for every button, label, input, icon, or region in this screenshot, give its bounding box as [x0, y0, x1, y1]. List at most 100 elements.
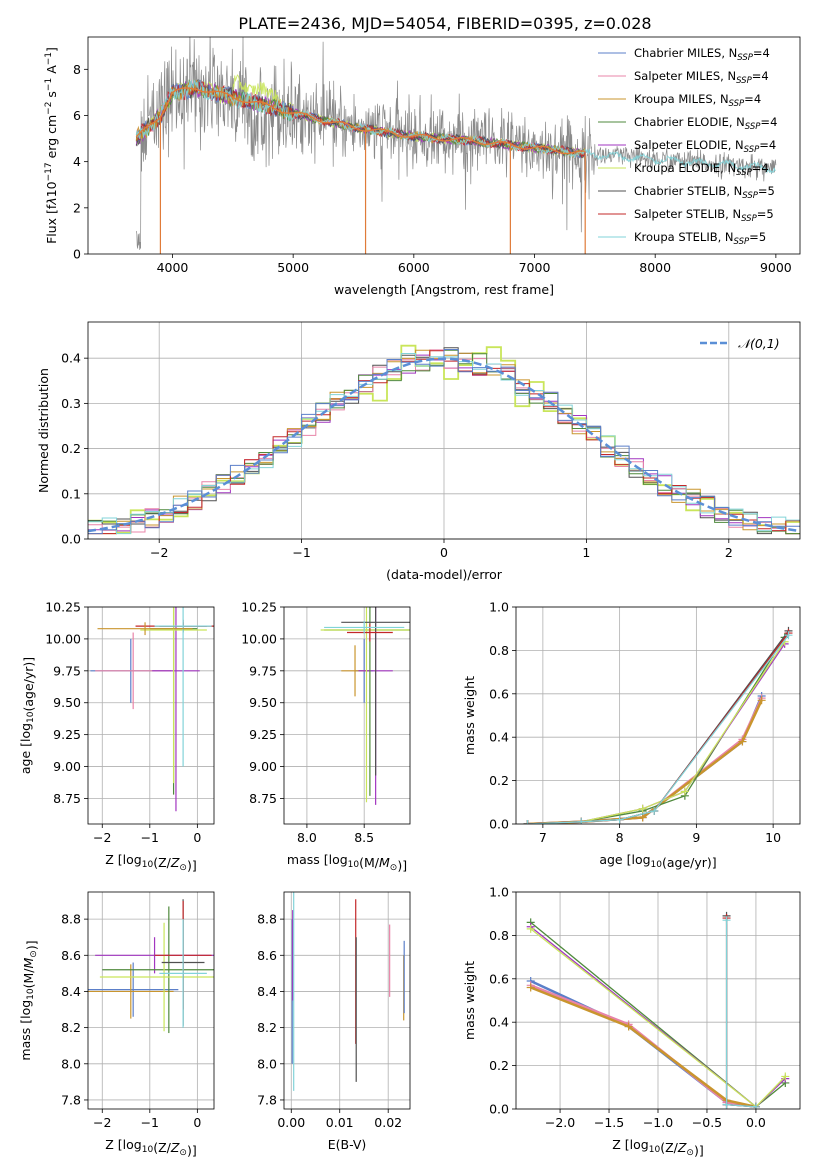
label-sub: ⊙ — [390, 863, 398, 873]
label-part: mass weight — [462, 676, 477, 755]
y-tick-label: 0.6 — [489, 971, 509, 986]
label-part: )] — [24, 940, 39, 950]
label-part: (age/yr)] — [21, 657, 36, 712]
y-tick-label: 0.4 — [489, 1015, 509, 1030]
label-part: log — [329, 852, 348, 867]
mass-weight-line — [530, 984, 757, 1109]
y-tick-label: 1.0 — [489, 885, 509, 900]
mass-weight-marker — [523, 820, 532, 824]
legend-sub: SSP — [736, 168, 752, 178]
label-part: )] — [694, 1143, 704, 1158]
legend-model: Salpeter ELODIE, N — [634, 138, 744, 152]
mass-weight-line — [725, 920, 756, 1108]
y-tick-label: 0.8 — [489, 643, 509, 658]
legend-model: Kroupa MILES, N — [634, 92, 729, 106]
x-tick-label: 5000 — [277, 260, 309, 275]
axes-frame — [87, 891, 215, 1110]
gaussian-curve — [88, 357, 800, 533]
axes-frame — [283, 891, 411, 1110]
x-axis-label: Z [log10(Z/Z⊙)] — [105, 1137, 196, 1158]
x-tick-label: 7000 — [519, 260, 551, 275]
plot-area — [320, 607, 410, 805]
label-part: )] — [397, 858, 407, 873]
label-part: log — [123, 1137, 142, 1152]
x-tick-label: 10 — [765, 830, 781, 845]
legend-nssp: 4 — [769, 138, 776, 152]
legend-label: Salpeter MILES, NSSP=4 — [634, 69, 769, 86]
x-axis-label: mass [log10(M/M⊙)] — [287, 852, 407, 873]
plot-area — [88, 899, 214, 1034]
x-tick-label: 8000 — [639, 260, 671, 275]
x-tick-label: −2.0 — [545, 1115, 575, 1130]
y-tick-label: 8.8 — [61, 912, 81, 927]
legend-model: Chabrier ELODIE, N — [634, 115, 745, 129]
axes-frame — [87, 321, 801, 540]
x-axis-label: (data-model)/error — [386, 567, 503, 582]
y-tick-label: 9.75 — [249, 663, 277, 678]
panel-residuals: −2 −1 0 1 2 0.0 0.1 0.2 0.3 0.4 (data-model)/error… — [36, 321, 801, 582]
label-part: E(B-V) — [328, 1137, 367, 1152]
y-tick-label: 10.00 — [45, 631, 81, 646]
label-part: Z [ — [105, 1137, 122, 1152]
x-tick-label: −2 — [93, 830, 111, 845]
legend-label: Salpeter ELODIE, NSSP=4 — [634, 138, 776, 155]
label-part: Z [ — [105, 852, 122, 867]
y-tick-label: 10.00 — [241, 631, 277, 646]
y-tick-label: 8.4 — [61, 984, 81, 999]
label-sub: 10 — [651, 860, 663, 870]
y-tick-label: 0.6 — [489, 686, 509, 701]
mass-weight-marker — [781, 1072, 790, 1081]
x-tick-label: 8 — [616, 830, 624, 845]
x-tick-label: 4000 — [157, 260, 189, 275]
y-tick-label: 9.50 — [249, 695, 277, 710]
legend-label: 𝒩(0,1) — [738, 336, 780, 351]
label-part: age [ — [599, 852, 631, 867]
mass-weight-marker — [577, 817, 586, 824]
legend-sub: SSP — [736, 76, 752, 86]
mass-weight-line — [725, 918, 756, 1108]
label-sub: ⊙ — [686, 1148, 694, 1158]
y-tick-label: 0.0 — [489, 817, 509, 832]
label-part: log — [18, 1000, 33, 1019]
y-axis-label: mass weight — [462, 961, 477, 1040]
label-part: mass [ — [18, 1019, 33, 1061]
label-part: mass [ — [287, 852, 329, 867]
label-sub: 10 — [348, 860, 360, 870]
y-tick-label: 8 — [73, 62, 81, 77]
x-tick-label: 6000 — [398, 260, 430, 275]
y-tick-label: 7.8 — [257, 1092, 277, 1107]
panel-mass-vs-EBV: 0.00 0.01 0.02 7.8 8.0 8.2 8.4 8.6 8.8 E(B-V) — [257, 891, 411, 1152]
legend-sub: SSP — [729, 99, 745, 109]
legend-eq: = — [744, 92, 754, 106]
mass-weight-line — [725, 915, 756, 1108]
y-tick-label: 0.0 — [489, 1102, 509, 1117]
label-sub: ⊙ — [179, 1148, 187, 1158]
mass-weight-marker — [722, 1100, 731, 1109]
legend-label: Chabrier STELIB, NSSP=5 — [634, 184, 775, 201]
label-part: log — [18, 723, 33, 742]
legend-label: Kroupa MILES, NSSP=4 — [634, 92, 761, 109]
legend-label: Chabrier ELODIE, NSSP=4 — [634, 115, 777, 132]
label-part: mass weight — [462, 961, 477, 1040]
axes-frame — [87, 606, 215, 825]
y-tick-label: 8.75 — [249, 791, 277, 806]
y-tick-label: 2 — [73, 200, 81, 215]
y-tick-label: 1.0 — [489, 600, 509, 615]
axes-frame — [515, 891, 801, 1110]
x-tick-label: −1 — [141, 830, 159, 845]
legend-eq: = — [759, 138, 769, 152]
label-part: (M/ — [21, 968, 36, 989]
y-tick-label: 10.25 — [241, 600, 277, 615]
label-part: log — [123, 852, 142, 867]
y-tick-label: 0.4 — [489, 730, 509, 745]
mass-weight-marker — [757, 696, 766, 705]
axes-frame — [87, 36, 801, 255]
y-tick-label: 9.00 — [249, 759, 277, 774]
y-tick-label: 0.2 — [489, 1058, 509, 1073]
mass-weight-marker — [738, 737, 747, 746]
panel-age-vs-mass: 8.0 8.5 8.75 9.00 9.25 9.50 9.75 10.00 10.25 mass… — [241, 600, 411, 873]
y-tick-label: 9.25 — [249, 727, 277, 742]
legend-eq: = — [752, 69, 762, 83]
mass-weight-line — [530, 986, 757, 1109]
